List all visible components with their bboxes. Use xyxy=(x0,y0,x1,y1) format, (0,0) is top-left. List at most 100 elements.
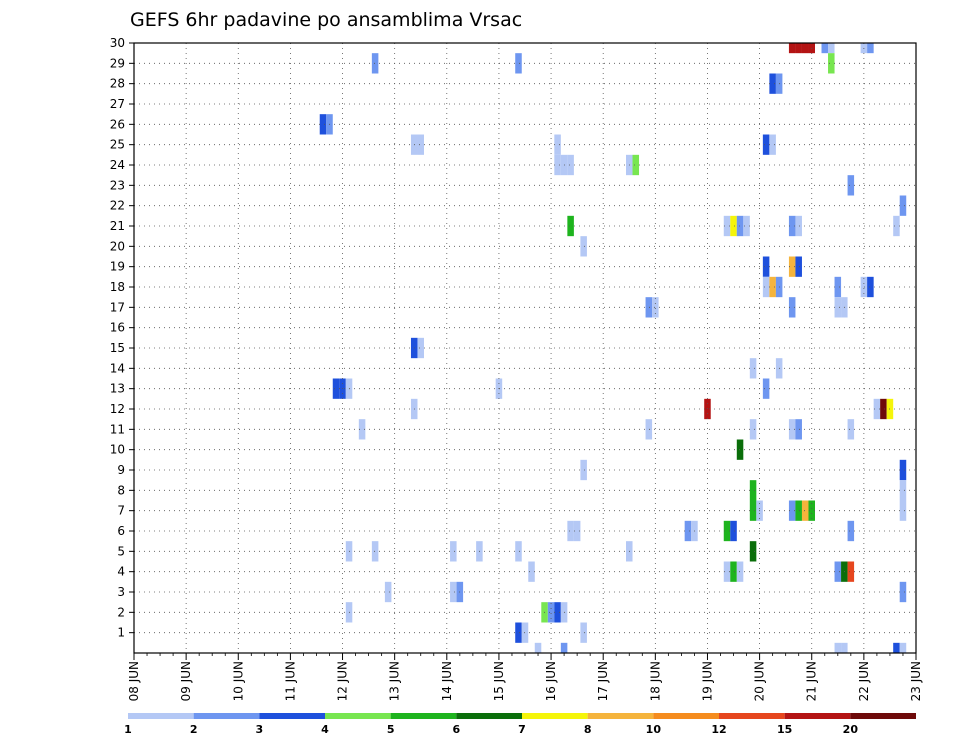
heatmap-cell xyxy=(736,215,744,237)
color-legend: 1 2 3 4 5 6 7 8 10 12 15 20 xyxy=(124,713,916,736)
y-tick-label: 8 xyxy=(117,483,125,497)
heatmap-cell xyxy=(749,541,757,562)
y-tick-label: 5 xyxy=(117,544,125,558)
y-tick-label: 14 xyxy=(110,361,125,375)
y-tick-label: 21 xyxy=(110,219,125,233)
legend-swatch xyxy=(719,713,785,719)
heatmap-cell xyxy=(847,419,855,440)
y-tick-label: 4 xyxy=(117,565,125,579)
legend-label: 15 xyxy=(777,723,792,736)
chart-title: GEFS 6hr padavine po ansamblima Vrsac xyxy=(130,9,522,31)
x-tick-label: 11 JUN xyxy=(283,661,297,701)
heatmap-cell xyxy=(788,419,796,440)
heatmap-cell xyxy=(899,480,907,501)
y-tick-label: 13 xyxy=(110,382,125,396)
x-tick-label: 22 JUN xyxy=(857,661,871,701)
heatmap-cell xyxy=(684,520,692,542)
legend-swatch xyxy=(325,713,391,719)
heatmap-cell xyxy=(417,134,424,155)
y-tick-label: 11 xyxy=(110,422,125,436)
legend-swatch xyxy=(128,713,194,719)
x-tick-label: 13 JUN xyxy=(388,661,402,701)
legend-label: 20 xyxy=(843,723,859,736)
legend-label: 8 xyxy=(584,723,592,736)
x-tick-label: 18 JUN xyxy=(648,661,662,701)
heatmap-cell xyxy=(723,561,731,582)
y-tick-label: 12 xyxy=(110,402,125,416)
heatmap-cell xyxy=(749,500,757,521)
heatmap-cell xyxy=(788,500,796,521)
heatmap-cell xyxy=(788,43,796,54)
heatmap-cell xyxy=(795,43,802,54)
y-tick-label: 19 xyxy=(110,260,125,274)
heatmap-cell xyxy=(801,500,809,521)
heatmap-cell xyxy=(534,642,542,653)
legend-label: 7 xyxy=(518,723,526,736)
heatmap-cell xyxy=(795,419,802,440)
y-tick-label: 3 xyxy=(117,585,125,599)
heatmap-cell xyxy=(736,439,744,460)
heatmap-cell xyxy=(554,134,561,155)
y-tick-label: 17 xyxy=(110,300,125,314)
heatmap-cell xyxy=(645,297,653,318)
y-tick-label: 28 xyxy=(110,77,125,91)
heatmap-cell xyxy=(371,53,379,74)
legend-swatch xyxy=(587,713,654,719)
heatmap-cell xyxy=(547,602,555,623)
heatmap-cell xyxy=(749,419,757,440)
legend-label: 10 xyxy=(646,723,662,736)
heatmap-cell xyxy=(515,53,522,74)
heatmap-cell xyxy=(723,215,731,237)
heatmap-cell xyxy=(515,541,522,562)
y-tick-label: 25 xyxy=(110,138,125,152)
heatmap-cell xyxy=(847,520,855,542)
y-tick-label: 26 xyxy=(110,117,125,131)
x-tick-label: 12 JUN xyxy=(336,661,350,701)
heatmap-cell xyxy=(899,581,907,603)
y-tick-label: 16 xyxy=(110,321,125,335)
heatmap-cell xyxy=(554,154,561,176)
legend-label: 3 xyxy=(256,723,264,736)
heatmap-cell xyxy=(580,236,587,257)
legend-label: 5 xyxy=(387,723,395,736)
heatmap-cell xyxy=(743,215,750,237)
gridlines xyxy=(134,43,916,653)
heatmap-cell xyxy=(560,642,568,653)
heatmap-cell xyxy=(769,276,776,298)
heatmap-cell xyxy=(762,134,770,155)
legend-label: 6 xyxy=(453,723,461,736)
y-tick-label: 1 xyxy=(117,626,125,640)
heatmap-cell xyxy=(769,134,776,155)
x-tick-label: 17 JUN xyxy=(596,661,610,701)
heatmap-cell xyxy=(788,215,796,237)
legend-swatch xyxy=(784,713,851,719)
y-tick-label: 2 xyxy=(117,605,125,619)
heatmap-cell xyxy=(371,541,379,562)
heatmap-cell xyxy=(847,175,855,196)
heatmap-cell xyxy=(515,622,522,643)
heatmap-cell xyxy=(899,195,907,216)
heatmap-cell xyxy=(880,398,887,420)
heatmap-cell xyxy=(834,276,842,298)
heatmap-cell xyxy=(736,561,744,582)
heatmap-cell xyxy=(762,276,770,298)
y-tick-label: 22 xyxy=(110,199,125,213)
y-tick-label: 23 xyxy=(110,178,125,192)
heatmap-cells xyxy=(319,43,907,653)
x-tick-label: 09 JUN xyxy=(179,661,193,701)
heatmap-cell xyxy=(573,520,581,542)
heatmap-cell xyxy=(795,215,802,237)
heatmap-cell xyxy=(828,43,835,54)
x-tick-label: 21 JUN xyxy=(805,661,819,701)
heatmap-cell xyxy=(867,276,874,298)
x-tick-label: 16 JUN xyxy=(544,661,558,701)
heatmap-cell xyxy=(332,378,340,399)
heatmap-cell xyxy=(730,215,737,237)
y-tick-label: 6 xyxy=(117,524,125,538)
heatmap-cell xyxy=(834,642,842,653)
heatmap-cell xyxy=(528,561,535,582)
heatmap-cell xyxy=(580,459,587,481)
heatmap-cell xyxy=(788,256,796,277)
legend-swatch xyxy=(850,713,916,719)
heatmap-cell xyxy=(769,73,776,94)
